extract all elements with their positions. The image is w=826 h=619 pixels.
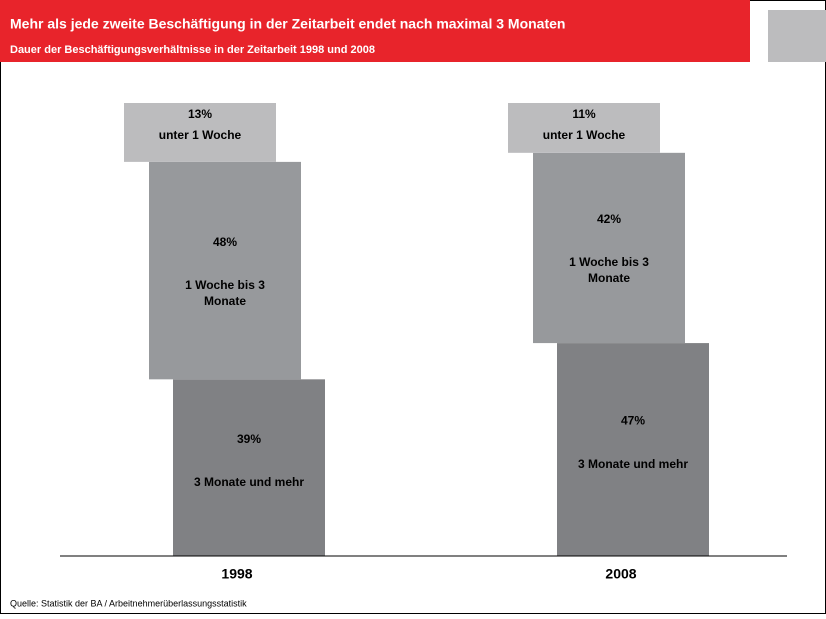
chart-title: Mehr als jede zweite Beschäftigung in de…: [10, 16, 565, 32]
segment-label-box: unter 1 Woche: [158, 128, 242, 142]
bar-segment: [149, 161, 301, 380]
value-label: 39%: [237, 432, 261, 446]
bar-segment: [533, 152, 685, 344]
segment-label-box: unter 1 Woche: [542, 128, 626, 142]
value-label: 47%: [621, 414, 645, 428]
header-box: [768, 10, 826, 62]
value-label: 48%: [213, 235, 237, 249]
bar-segment: [124, 103, 276, 162]
value-label: 42%: [597, 212, 621, 226]
chart-subtitle: Dauer der Beschäftigungsverhältnisse in …: [10, 44, 375, 56]
segment-label: unter 1 Woche: [542, 128, 626, 142]
x-tick-label: 1998: [221, 566, 252, 582]
x-tick-label: 2008: [605, 566, 636, 582]
segment-label-box: 3 Monate und mehr: [578, 456, 688, 471]
segment-label: 1 Woche bis 3 Monate: [569, 254, 649, 285]
segment-label-box: 1 Woche bis 3 Monate: [569, 254, 649, 285]
value-label: 11%: [572, 107, 596, 121]
bar-segment: [173, 379, 325, 556]
bar-segment: [557, 343, 709, 556]
segment-label: 1 Woche bis 3 Monate: [185, 277, 265, 308]
source: Quelle: Statistik der BA / Arbeitnehmerü…: [10, 598, 247, 608]
value-label: 13%: [188, 107, 212, 121]
segment-label: unter 1 Woche: [158, 128, 242, 142]
segment-label-box: 3 Monate und mehr: [194, 474, 304, 489]
segment-label: 3 Monate und mehr: [578, 456, 688, 471]
segment-label: 3 Monate und mehr: [194, 474, 304, 489]
segment-label-box: 1 Woche bis 3 Monate: [185, 277, 265, 308]
header-bar: [0, 0, 750, 62]
bar-segment: [508, 103, 660, 153]
